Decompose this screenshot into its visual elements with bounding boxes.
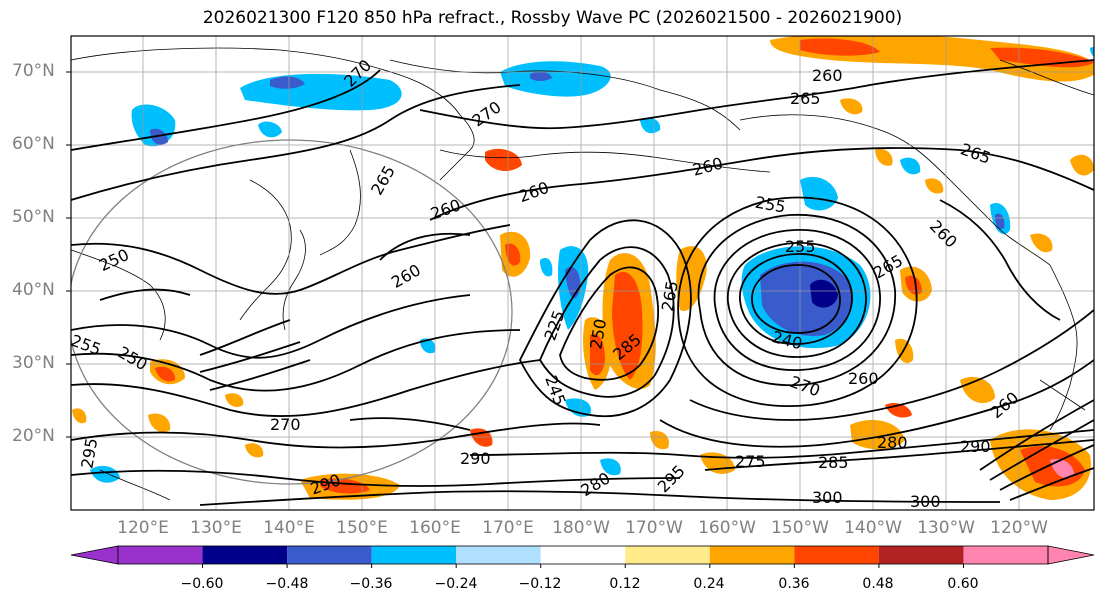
lat-label: 70°N	[12, 61, 55, 81]
colorbar-segment	[202, 546, 288, 564]
colorbar-tick-label: 0.60	[947, 576, 979, 592]
colorbar	[70, 545, 1095, 568]
colorbar-tick-label: 0.36	[778, 576, 810, 592]
colorbar-tick-label: −0.36	[349, 576, 393, 592]
lon-label: 130°W	[917, 518, 975, 538]
contour-label: 300	[812, 488, 843, 507]
contour-label: 290	[960, 437, 991, 456]
coastlines	[71, 47, 1094, 501]
colorbar-tick-label: 0.12	[609, 576, 641, 592]
contour-label: 290	[460, 449, 491, 468]
colorbar-segment	[625, 546, 710, 564]
lat-label: 60°N	[12, 134, 55, 154]
contour-label: 270	[270, 415, 301, 434]
colorbar-segment	[963, 546, 1048, 564]
contour-label: 300	[910, 492, 941, 511]
colorbar-segment	[878, 546, 964, 564]
lon-label: 120°W	[990, 518, 1048, 538]
lon-label: 160°E	[409, 518, 461, 538]
lon-label: 130°E	[190, 518, 242, 538]
map-frame	[70, 35, 1095, 511]
colorbar-segment	[118, 546, 203, 564]
colorbar-segment	[794, 546, 879, 564]
lat-label: 30°N	[12, 353, 55, 373]
colorbar-tick-label: −0.48	[265, 576, 309, 592]
colorbar-frame	[117, 545, 1049, 565]
colorbar-segment	[456, 546, 541, 564]
lon-label: 140°W	[844, 518, 902, 538]
lat-label: 20°N	[12, 426, 55, 446]
contour-label: 280	[877, 433, 908, 452]
colorbar-segment	[371, 546, 457, 564]
lon-label: 180°W	[552, 518, 610, 538]
lon-label: 170°W	[625, 518, 683, 538]
lon-label: 170°E	[482, 518, 534, 538]
colorbar-tick-label: −0.24	[434, 576, 478, 592]
lon-label: 150°W	[771, 518, 829, 538]
colorbar-tick-label: 0.48	[862, 576, 894, 592]
contour-label: 265	[790, 89, 821, 108]
colorbar-arrow-right	[1047, 545, 1095, 565]
contour-label: 285	[818, 453, 849, 472]
colorbar-segment	[540, 546, 626, 564]
lon-label: 120°E	[117, 518, 169, 538]
colorbar-tick-label: −0.12	[518, 576, 562, 592]
colorbar-tick-label: 0.24	[693, 576, 725, 592]
lon-label: 140°E	[263, 518, 315, 538]
colorbar-segment	[287, 546, 372, 564]
map-title: 2026021300 F120 850 hPa refract., Rossby…	[202, 8, 903, 28]
contour-label: 275	[735, 452, 766, 471]
contours	[71, 59, 1094, 506]
great-circle	[71, 139, 513, 485]
lat-label: 40°N	[12, 280, 55, 300]
lon-label: 150°E	[336, 518, 388, 538]
graticule	[71, 36, 1094, 510]
colorbar-segment	[709, 546, 795, 564]
lat-label: 50°N	[12, 207, 55, 227]
contour-label: 260	[812, 66, 843, 85]
colorbar-arrow-left	[70, 545, 119, 565]
contour-label: 260	[848, 369, 879, 388]
lon-label: 160°W	[698, 518, 756, 538]
contour-label: 255	[785, 237, 816, 256]
colorbar-tick-label: −0.60	[180, 576, 224, 592]
